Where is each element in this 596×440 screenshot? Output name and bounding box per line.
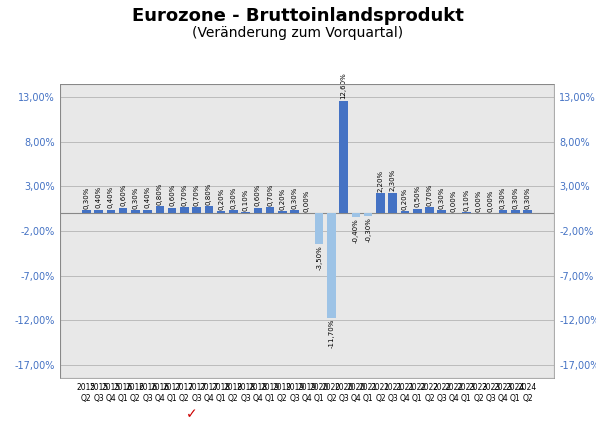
Text: 0,30%: 0,30%: [231, 187, 237, 209]
Bar: [204, 206, 213, 213]
Text: 0,70%: 0,70%: [194, 183, 200, 205]
Bar: [437, 210, 446, 213]
Bar: [168, 208, 176, 213]
Bar: [266, 207, 275, 213]
Bar: [401, 211, 409, 213]
Text: 0,10%: 0,10%: [463, 188, 469, 211]
Bar: [241, 212, 250, 213]
Bar: [290, 210, 299, 213]
Text: 0,20%: 0,20%: [280, 188, 285, 210]
Text: 0,60%: 0,60%: [120, 184, 126, 206]
Text: 0,60%: 0,60%: [169, 184, 175, 206]
Text: unabhängig · strategisch · treffsicher: unabhängig · strategisch · treffsicher: [72, 423, 188, 428]
Text: 0,20%: 0,20%: [402, 188, 408, 210]
Text: 0,00%: 0,00%: [451, 189, 457, 212]
Text: Eurozone - Bruttoinlandsprodukt: Eurozone - Bruttoinlandsprodukt: [132, 7, 464, 25]
Text: 0,80%: 0,80%: [206, 182, 212, 205]
Text: 0,00%: 0,00%: [304, 189, 310, 212]
Text: 0,30%: 0,30%: [500, 187, 506, 209]
Bar: [180, 207, 189, 213]
Text: 0,40%: 0,40%: [145, 186, 151, 208]
Text: 0,30%: 0,30%: [83, 187, 89, 209]
Bar: [278, 211, 287, 213]
Text: -3,50%: -3,50%: [316, 246, 322, 271]
Bar: [376, 194, 385, 213]
Bar: [413, 209, 421, 213]
Text: 0,30%: 0,30%: [524, 187, 530, 209]
Text: 0,10%: 0,10%: [243, 188, 249, 211]
Text: 0,30%: 0,30%: [512, 187, 519, 209]
Bar: [107, 209, 115, 213]
Text: (Veränderung zum Vorquartal): (Veränderung zum Vorquartal): [193, 26, 403, 40]
Text: 0,20%: 0,20%: [218, 188, 224, 210]
Bar: [499, 210, 507, 213]
Bar: [217, 211, 225, 213]
Bar: [254, 208, 262, 213]
Bar: [156, 206, 164, 213]
Bar: [315, 213, 324, 244]
Text: 0,70%: 0,70%: [181, 183, 187, 205]
Text: -0,30%: -0,30%: [365, 217, 371, 242]
Bar: [523, 210, 532, 213]
Text: ✓: ✓: [187, 407, 198, 421]
Bar: [352, 213, 360, 217]
Bar: [339, 101, 348, 213]
Bar: [229, 210, 238, 213]
Text: 0,40%: 0,40%: [95, 186, 102, 208]
Text: 2,30%: 2,30%: [390, 169, 396, 191]
Bar: [389, 193, 397, 213]
Text: -11,70%: -11,70%: [328, 319, 334, 348]
Bar: [462, 212, 470, 213]
Text: 0,00%: 0,00%: [476, 189, 482, 212]
Bar: [511, 210, 520, 213]
Text: 12,60%: 12,60%: [341, 73, 347, 99]
Bar: [327, 213, 336, 318]
Text: 0,30%: 0,30%: [439, 187, 445, 209]
Bar: [82, 210, 91, 213]
Bar: [131, 210, 139, 213]
Bar: [94, 209, 103, 213]
Bar: [425, 207, 434, 213]
Text: 0,30%: 0,30%: [132, 187, 138, 209]
Circle shape: [144, 402, 240, 426]
Bar: [364, 213, 372, 216]
Text: -0,40%: -0,40%: [353, 218, 359, 243]
Bar: [119, 208, 128, 213]
Text: 0,50%: 0,50%: [414, 185, 420, 207]
Text: 0,60%: 0,60%: [255, 184, 261, 206]
Bar: [144, 209, 152, 213]
Text: 0,40%: 0,40%: [108, 186, 114, 208]
Text: 0,70%: 0,70%: [427, 183, 433, 205]
Bar: [193, 207, 201, 213]
Text: 0,30%: 0,30%: [291, 187, 297, 209]
Text: 0,70%: 0,70%: [267, 183, 273, 205]
Text: 0,00%: 0,00%: [488, 189, 493, 212]
Text: 0,80%: 0,80%: [157, 182, 163, 205]
Text: stockstreet.de: stockstreet.de: [72, 403, 173, 416]
Text: 2,20%: 2,20%: [377, 170, 383, 192]
